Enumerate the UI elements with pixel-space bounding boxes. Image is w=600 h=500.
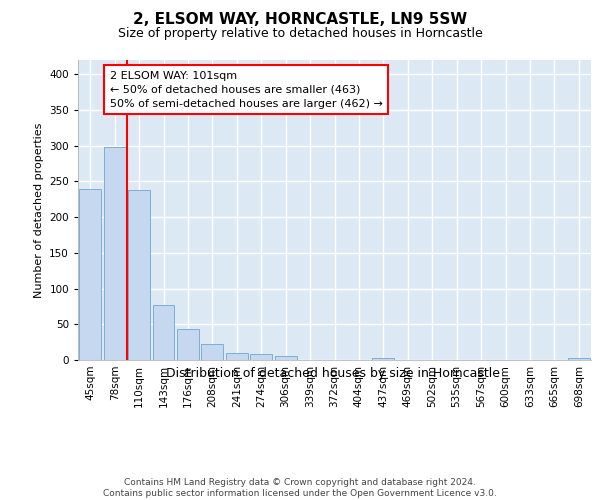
Bar [568, 358, 590, 360]
Text: Distribution of detached houses by size in Horncastle: Distribution of detached houses by size … [166, 368, 500, 380]
Bar [250, 354, 272, 360]
Bar [202, 344, 223, 360]
Text: Size of property relative to detached houses in Horncastle: Size of property relative to detached ho… [118, 28, 482, 40]
Text: 2, ELSOM WAY, HORNCASTLE, LN9 5SW: 2, ELSOM WAY, HORNCASTLE, LN9 5SW [133, 12, 467, 28]
Text: 2 ELSOM WAY: 101sqm
← 50% of detached houses are smaller (463)
50% of semi-detac: 2 ELSOM WAY: 101sqm ← 50% of detached ho… [110, 70, 383, 108]
Bar [275, 356, 296, 360]
Bar [177, 330, 199, 360]
Bar [226, 353, 248, 360]
Bar [373, 358, 394, 360]
Text: Contains HM Land Registry data © Crown copyright and database right 2024.
Contai: Contains HM Land Registry data © Crown c… [103, 478, 497, 498]
Bar [104, 147, 125, 360]
Bar [79, 188, 101, 360]
Y-axis label: Number of detached properties: Number of detached properties [34, 122, 44, 298]
Bar [128, 190, 150, 360]
Bar [152, 305, 175, 360]
